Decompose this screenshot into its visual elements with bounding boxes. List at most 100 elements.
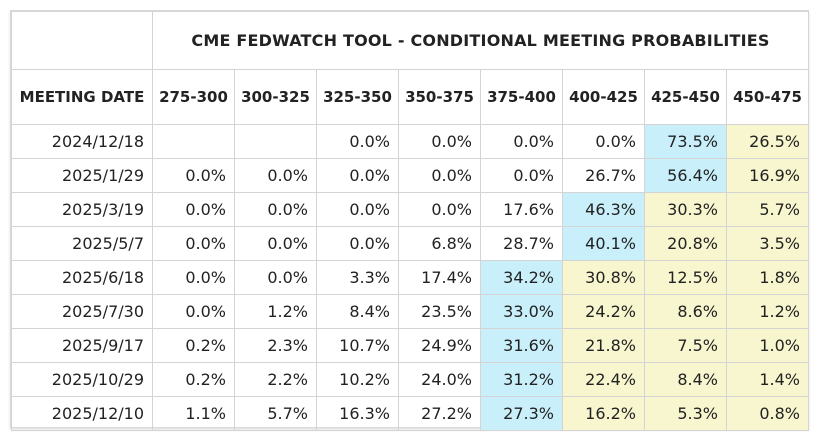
- probability-cell: 16.2%: [562, 396, 645, 431]
- probability-cell: 31.6%: [480, 328, 563, 363]
- probability-cell: 6.8%: [398, 226, 481, 261]
- table-row: 2025/1/29 0.0% 0.0% 0.0% 0.0% 0.0% 26.7% 56.4% 1…: [11, 158, 809, 193]
- probability-cell: 0.0%: [152, 158, 235, 193]
- probability-cell: 22.4%: [562, 362, 645, 397]
- header-300-325: 300-325: [234, 69, 317, 125]
- probability-cell: [152, 124, 235, 159]
- probability-cell: 30.8%: [562, 260, 645, 295]
- probability-cell: 0.0%: [152, 260, 235, 295]
- probability-cell: 34.2%: [480, 260, 563, 295]
- probability-cell: 28.7%: [480, 226, 563, 261]
- probability-cell: 0.0%: [234, 226, 317, 261]
- probability-cell: [234, 124, 317, 159]
- probability-cell: 8.4%: [316, 294, 399, 329]
- probability-table: CME FEDWATCH TOOL - CONDITIONAL MEETING …: [11, 11, 809, 431]
- table-row: 2025/9/17 0.2% 2.3% 10.7% 24.9% 31.6% 21.8% 7.5…: [11, 328, 809, 363]
- probability-cell: 1.1%: [152, 396, 235, 431]
- title-row: CME FEDWATCH TOOL - CONDITIONAL MEETING …: [11, 11, 809, 70]
- meeting-date-cell: 2025/12/10: [11, 396, 153, 431]
- probability-cell: 7.5%: [644, 328, 727, 363]
- probability-cell: 0.0%: [234, 260, 317, 295]
- meeting-date-cell: 2025/9/17: [11, 328, 153, 363]
- probability-cell: 0.8%: [726, 396, 809, 431]
- probability-cell: 0.0%: [398, 192, 481, 227]
- probability-cell: 56.4%: [644, 158, 727, 193]
- probability-cell: 1.2%: [726, 294, 809, 329]
- meeting-date-cell: 2025/6/18: [11, 260, 153, 295]
- probability-cell: 10.7%: [316, 328, 399, 363]
- probability-cell: 24.2%: [562, 294, 645, 329]
- probability-cell: 0.0%: [316, 124, 399, 159]
- table-row: 2024/12/18 0.0% 0.0% 0.0% 0.0% 73.5% 26.5%: [11, 124, 809, 159]
- corner-cell: [11, 11, 153, 70]
- probability-table-panel: CME FEDWATCH TOOL - CONDITIONAL MEETING …: [10, 10, 809, 431]
- probability-cell: 0.0%: [316, 192, 399, 227]
- probability-cell: 0.0%: [152, 192, 235, 227]
- probability-cell: 26.5%: [726, 124, 809, 159]
- meeting-date-cell: 2025/1/29: [11, 158, 153, 193]
- probability-cell: 0.2%: [152, 328, 235, 363]
- header-400-425: 400-425: [562, 69, 645, 125]
- probability-cell: 0.0%: [398, 124, 481, 159]
- meeting-date-cell: 2025/10/29: [11, 362, 153, 397]
- probability-cell: 21.8%: [562, 328, 645, 363]
- probability-cell: 23.5%: [398, 294, 481, 329]
- probability-cell: 0.0%: [480, 124, 563, 159]
- probability-cell: 0.2%: [152, 362, 235, 397]
- probability-cell: 16.9%: [726, 158, 809, 193]
- probability-cell: 2.2%: [234, 362, 317, 397]
- table-row: 2025/12/10 1.1% 5.7% 16.3% 27.2% 27.3% 16.2% 5.…: [11, 396, 809, 431]
- probability-cell: 0.0%: [152, 294, 235, 329]
- meeting-date-cell: 2024/12/18: [11, 124, 153, 159]
- probability-cell: 27.2%: [398, 396, 481, 431]
- probability-cell: 8.4%: [644, 362, 727, 397]
- header-425-450: 425-450: [644, 69, 727, 125]
- probability-cell: 30.3%: [644, 192, 727, 227]
- probability-cell: 5.7%: [234, 396, 317, 431]
- probability-cell: 0.0%: [316, 158, 399, 193]
- header-325-350: 325-350: [316, 69, 399, 125]
- probability-cell: 20.8%: [644, 226, 727, 261]
- probability-cell: 46.3%: [562, 192, 645, 227]
- probability-cell: 17.6%: [480, 192, 563, 227]
- header-375-400: 375-400: [480, 69, 563, 125]
- probability-cell: 0.0%: [234, 192, 317, 227]
- table-title: CME FEDWATCH TOOL - CONDITIONAL MEETING …: [152, 11, 809, 70]
- table-row: 2025/6/18 0.0% 0.0% 3.3% 17.4% 34.2% 30.8% 12.5…: [11, 260, 809, 295]
- probability-cell: 0.0%: [562, 124, 645, 159]
- probability-cell: 5.7%: [726, 192, 809, 227]
- probability-cell: 1.2%: [234, 294, 317, 329]
- meeting-date-cell: 2025/3/19: [11, 192, 153, 227]
- meeting-date-cell: 2025/5/7: [11, 226, 153, 261]
- probability-cell: 3.5%: [726, 226, 809, 261]
- probability-cell: 26.7%: [562, 158, 645, 193]
- probability-cell: 0.0%: [316, 226, 399, 261]
- probability-cell: 73.5%: [644, 124, 727, 159]
- table-row: 2025/3/19 0.0% 0.0% 0.0% 0.0% 17.6% 46.3% 30.3%…: [11, 192, 809, 227]
- probability-cell: 1.4%: [726, 362, 809, 397]
- probability-cell: 17.4%: [398, 260, 481, 295]
- probability-cell: 0.0%: [398, 158, 481, 193]
- probability-cell: 27.3%: [480, 396, 563, 431]
- table-row: 2025/10/29 0.2% 2.2% 10.2% 24.0% 31.2% 22.4% 8.…: [11, 362, 809, 397]
- probability-cell: 12.5%: [644, 260, 727, 295]
- table-row: 2025/5/7 0.0% 0.0% 0.0% 6.8% 28.7% 40.1% 20.8% 3…: [11, 226, 809, 261]
- header-row: MEETING DATE 275-300 300-325 325-350 350…: [11, 69, 809, 125]
- probability-cell: 2.3%: [234, 328, 317, 363]
- header-meeting-date: MEETING DATE: [11, 69, 153, 125]
- probability-cell: 33.0%: [480, 294, 563, 329]
- probability-cell: 24.9%: [398, 328, 481, 363]
- probability-cell: 8.6%: [644, 294, 727, 329]
- header-450-475: 450-475: [726, 69, 809, 125]
- probability-cell: 31.2%: [480, 362, 563, 397]
- probability-cell: 0.0%: [234, 158, 317, 193]
- probability-cell: 0.0%: [480, 158, 563, 193]
- meeting-date-cell: 2025/7/30: [11, 294, 153, 329]
- probability-cell: 5.3%: [644, 396, 727, 431]
- probability-cell: 10.2%: [316, 362, 399, 397]
- probability-cell: 16.3%: [316, 396, 399, 431]
- probability-cell: 3.3%: [316, 260, 399, 295]
- table-row: 2025/7/30 0.0% 1.2% 8.4% 23.5% 33.0% 24.2% 8.6%…: [11, 294, 809, 329]
- probability-cell: 24.0%: [398, 362, 481, 397]
- probability-cell: 1.0%: [726, 328, 809, 363]
